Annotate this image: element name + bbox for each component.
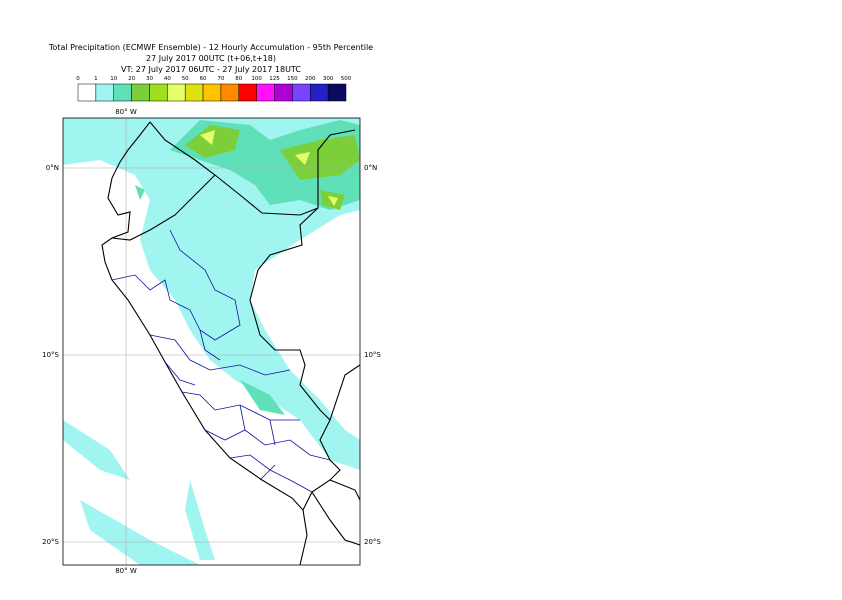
legend-swatch — [77, 83, 97, 102]
lat-label: 0°N — [364, 164, 377, 172]
legend-swatch — [238, 83, 257, 102]
legend-swatch — [256, 83, 275, 102]
legend-label: 100 — [251, 76, 262, 82]
legend-swatch — [131, 83, 150, 102]
legend-label: 150 — [287, 76, 298, 82]
legend-swatch — [113, 83, 132, 102]
legend-swatch — [149, 83, 168, 102]
lat-label: 20°S — [42, 538, 59, 546]
subtitle: 27 July 2017 00UTC (t+06,t+18) — [146, 54, 276, 63]
legend-swatch — [292, 83, 311, 102]
lon-label: 80° W — [115, 567, 137, 575]
legend-label: 1 — [94, 76, 98, 82]
legend-label: 30 — [146, 76, 153, 82]
map-frame — [62, 117, 361, 566]
legend-label: 70 — [217, 76, 224, 82]
lat-label: 10°S — [364, 351, 381, 359]
precip-yellow — [200, 130, 338, 206]
graticule — [63, 118, 360, 565]
lat-label: 20°S — [364, 538, 381, 546]
legend-label: 80 — [235, 76, 242, 82]
legend-label: 40 — [164, 76, 171, 82]
legend-label: 0 — [76, 76, 80, 82]
legend-swatch — [184, 83, 204, 102]
precip-light — [63, 118, 360, 565]
lat-label: 0°N — [46, 164, 59, 172]
legend: 0 1 10 20 30 40 50 60 70 80 100 125 150 200 300 500 — [76, 76, 352, 102]
lat-label: 10°S — [42, 351, 59, 359]
legend-swatch — [167, 83, 186, 102]
legend-label: 10 — [110, 76, 117, 82]
coastline — [101, 121, 360, 565]
title: Total Precipitation (ECMWF Ensemble) - 1… — [48, 43, 373, 52]
legend-swatch — [327, 83, 347, 102]
legend-label: 20 — [128, 76, 135, 82]
legend-swatch — [310, 83, 329, 102]
legend-swatch — [274, 83, 293, 102]
legend-label: 125 — [269, 76, 280, 82]
map — [63, 118, 360, 565]
legend-label: 50 — [182, 76, 189, 82]
legend-label: 300 — [323, 76, 334, 82]
legend-swatch — [202, 83, 222, 102]
subtitle: VT: 27 July 2017 06UTC - 27 July 2017 18… — [121, 65, 301, 74]
legend-label: 500 — [341, 76, 352, 82]
legend-label: 60 — [200, 76, 207, 82]
legend-swatch — [220, 83, 240, 102]
legend-label: 200 — [305, 76, 316, 82]
admin-borders — [111, 229, 331, 493]
legend-swatch — [95, 83, 114, 102]
lon-label: 80° W — [115, 108, 137, 116]
